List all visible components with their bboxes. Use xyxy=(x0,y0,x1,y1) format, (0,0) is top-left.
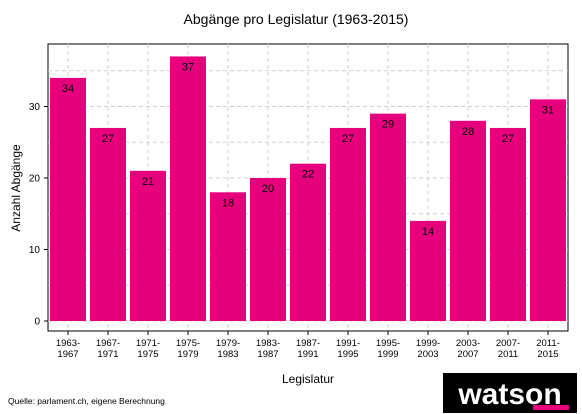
bar-value-label: 31 xyxy=(542,104,554,116)
x-tick-label: 2003 xyxy=(417,349,438,360)
bar-value-label: 27 xyxy=(502,133,514,145)
bar-value-label: 34 xyxy=(62,83,74,95)
x-tick-label: 2015 xyxy=(537,349,558,360)
bar xyxy=(370,113,406,322)
data-labels: 34 27 21 37 18 20 22 27 29 14 28 27 31 xyxy=(62,61,554,237)
bar xyxy=(450,120,486,321)
bar-value-label: 21 xyxy=(142,176,154,188)
source-note: Quelle: parlament.ch, eigene Berechnung xyxy=(8,396,165,406)
bar xyxy=(50,77,86,322)
bar xyxy=(130,170,166,321)
x-tick-label: 2007- xyxy=(496,338,520,349)
x-axis: 1963-1967 1967-1971 1971-1975 1975-1979 1979… xyxy=(56,331,560,360)
bar xyxy=(90,127,126,321)
bar-value-label: 18 xyxy=(222,197,234,209)
x-tick-label: 1999 xyxy=(377,349,398,360)
bar xyxy=(410,220,446,321)
bar xyxy=(530,99,566,321)
bar-value-label: 20 xyxy=(262,183,274,195)
bar-value-label: 27 xyxy=(102,133,114,145)
bar-value-label: 37 xyxy=(182,61,194,73)
y-tick-label: 30 xyxy=(29,102,41,113)
logo-accent xyxy=(533,405,569,410)
bar xyxy=(490,127,526,321)
x-tick-label: 2011 xyxy=(498,349,518,360)
x-tick-label: 1975- xyxy=(176,338,200,349)
y-tick-label: 10 xyxy=(29,245,41,256)
chart-title: Abgänge pro Legislatur (1963-2015) xyxy=(184,11,409,27)
bar-value-label: 29 xyxy=(382,119,394,131)
bar xyxy=(330,127,366,321)
x-tick-label: 1971- xyxy=(136,338,160,349)
bar xyxy=(170,56,206,321)
x-tick-label: 1983- xyxy=(256,338,280,349)
x-tick-label: 1995- xyxy=(376,338,400,349)
x-tick-label: 1963- xyxy=(56,338,80,349)
x-tick-label: 1979- xyxy=(216,338,240,349)
bar-value-label: 27 xyxy=(342,133,354,145)
bar xyxy=(290,163,326,321)
x-tick-label: 1967 xyxy=(57,349,78,360)
x-tick-label: 1999- xyxy=(416,338,440,349)
x-tick-label: 1983 xyxy=(217,349,238,360)
x-tick-label: 2003- xyxy=(456,338,480,349)
bar-value-label: 28 xyxy=(462,126,474,138)
x-tick-label: 1975 xyxy=(137,349,158,360)
bar-value-label: 22 xyxy=(302,169,314,181)
x-tick-label: 1987- xyxy=(296,338,320,349)
x-tick-label: 1987 xyxy=(257,349,278,360)
y-axis-label: Anzahl Abgänge xyxy=(9,144,23,232)
x-tick-label: 1991- xyxy=(336,338,360,349)
bars xyxy=(50,56,566,322)
bar xyxy=(250,178,286,321)
x-tick-label: 1967- xyxy=(96,338,120,349)
watson-logo: watson xyxy=(443,373,577,413)
x-tick-label: 1995 xyxy=(337,349,358,360)
y-tick-label: 0 xyxy=(34,317,40,328)
y-tick-label: 20 xyxy=(29,174,41,185)
y-axis: 0 10 20 30 xyxy=(29,102,48,328)
x-tick-label: 1979 xyxy=(177,349,198,360)
x-tick-label: 2011- xyxy=(536,338,560,349)
bar-value-label: 14 xyxy=(422,226,434,238)
x-axis-label: Legislatur xyxy=(282,372,334,386)
bar xyxy=(210,192,246,321)
x-tick-label: 1971 xyxy=(97,349,118,360)
x-tick-label: 2007 xyxy=(457,349,478,360)
x-tick-label: 1991 xyxy=(297,349,318,360)
